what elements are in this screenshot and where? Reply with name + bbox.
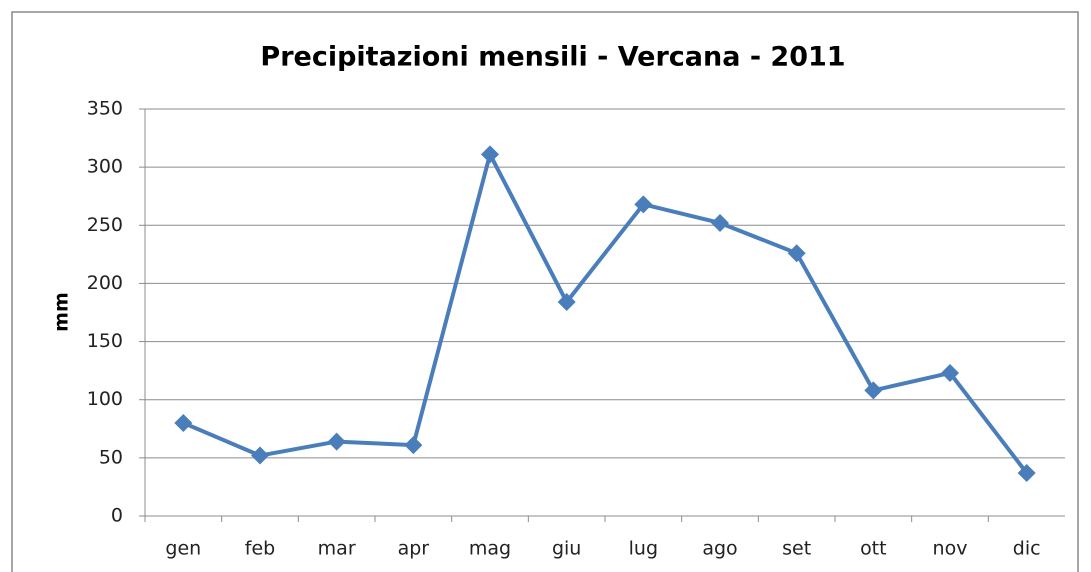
chart-border: [11, 11, 1079, 572]
marker: [1017, 463, 1036, 482]
x-tick-label: nov: [933, 538, 968, 560]
x-tick-label: giu: [552, 538, 581, 560]
x-tick-label: mag: [469, 538, 511, 560]
marker: [557, 293, 576, 312]
marker: [404, 436, 423, 455]
x-tick-label: lug: [629, 538, 658, 560]
line: [182, 152, 1029, 475]
x-tick-label: ott: [860, 538, 887, 560]
marker: [711, 213, 729, 232]
y-axis-label: mm: [51, 292, 73, 332]
x-tick-label: mar: [318, 538, 356, 560]
y-tick-label: 250: [87, 214, 123, 236]
x-tick-label: set: [782, 538, 811, 560]
y-tick-label: 100: [87, 388, 123, 410]
y-tick-label: 150: [87, 330, 123, 352]
x-tick-label: apr: [398, 538, 430, 560]
marker: [864, 381, 883, 400]
chart-title: Precipitazioni mensili - Vercana - 2011: [260, 42, 845, 73]
marker: [174, 413, 193, 432]
marker: [481, 145, 499, 164]
x-tick-label: feb: [245, 538, 275, 560]
y-tick-label: 50: [99, 446, 123, 468]
marker: [941, 363, 959, 382]
marker: [634, 195, 653, 214]
y-tick-label: 0: [111, 505, 123, 527]
x-tick-label: ago: [702, 538, 737, 560]
marker: [787, 244, 806, 263]
marker: [327, 432, 346, 451]
marker: [251, 446, 269, 465]
x-tick-label: gen: [165, 538, 201, 560]
x-tick-label: dic: [1013, 538, 1041, 560]
y-tick-label: 350: [87, 98, 123, 120]
y-tick-label: 300: [87, 156, 123, 178]
y-tick-label: 200: [87, 272, 123, 294]
